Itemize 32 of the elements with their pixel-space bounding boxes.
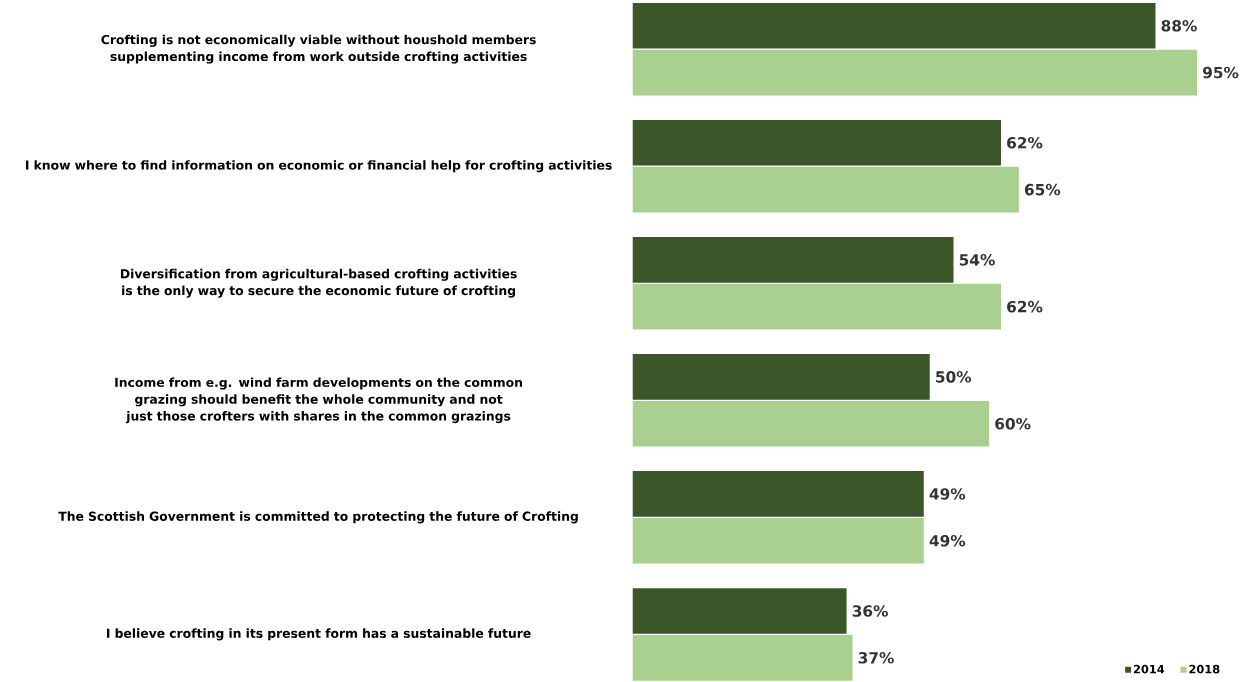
data-label: 60%: [995, 418, 1031, 430]
bar: [632, 166, 1019, 213]
y-tick-label: The Scottish Government is committed to protecting the future of Crofting: [58, 511, 578, 524]
y-tick-label: Diversification from agricultural-based crofting activities is the only way to secure the economic future of crofting: [120, 268, 517, 298]
data-label: 88%: [1161, 20, 1197, 32]
bar: [632, 237, 954, 283]
data-label: 49%: [929, 535, 966, 547]
legend-label: 2018: [1189, 664, 1220, 674]
bar: [632, 400, 990, 447]
y-tick-label: I know where to find information on economic or financial help for crofting activities: [26, 160, 612, 173]
data-label: 37%: [858, 652, 894, 664]
data-label: 54%: [959, 254, 995, 266]
data-label: 36%: [852, 605, 888, 617]
legend-label: 2014: [1133, 664, 1165, 674]
y-tick-label: Income from e.g. wind farm developments on the common grazing should benefit the whole community and not just those crofters with shares in the common grazings: [115, 377, 522, 424]
data-label: 50%: [936, 371, 972, 383]
bar: [632, 120, 1002, 166]
data-label: 49%: [929, 488, 966, 500]
bar: [632, 2, 1156, 49]
data-label: 65%: [1024, 183, 1061, 196]
data-label: 62%: [1007, 300, 1043, 313]
bar: [632, 588, 847, 634]
bar: [632, 283, 1002, 330]
y-tick-label: I believe crofting in its present form has a sustainable future: [107, 628, 531, 641]
bar: [632, 635, 853, 681]
y-tick-label: Crofting is not economically viable without houshold members supplementing income from work outside crofting activities: [101, 34, 536, 64]
bar: [632, 49, 1198, 96]
data-label: 95%: [1203, 66, 1239, 79]
bar: [632, 471, 924, 517]
bar: [632, 518, 924, 564]
bar: [632, 354, 930, 400]
data-label: 62%: [1007, 137, 1043, 149]
